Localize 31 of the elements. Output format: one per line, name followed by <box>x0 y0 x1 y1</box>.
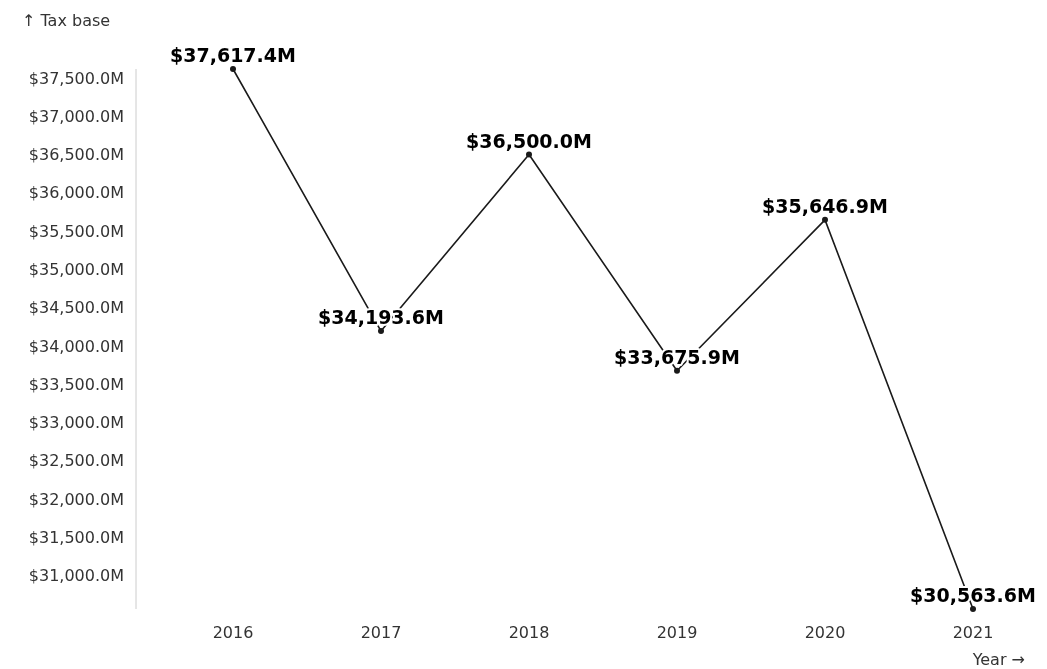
data-label: $36,500.0M <box>466 129 592 152</box>
y-tick-label: $33,500.0M <box>28 374 124 394</box>
point <box>378 328 384 335</box>
y-tick-label: $32,500.0M <box>28 451 124 471</box>
y-tick-label: $36,000.0M <box>28 183 124 203</box>
y-tick-label: $31,000.0M <box>28 566 124 586</box>
x-tick-label: 2021 <box>952 623 994 642</box>
y-tick-label: $35,500.0M <box>28 221 124 241</box>
y-tick-label: $34,000.0M <box>28 336 124 356</box>
x-tick-label: 2017 <box>360 623 402 642</box>
x-tick-label: 2018 <box>508 623 550 642</box>
point <box>822 216 828 223</box>
y-axis-title: ↑ Tax base <box>22 11 111 30</box>
y-tick-label: $34,500.0M <box>28 298 124 318</box>
point <box>674 367 680 374</box>
point <box>526 151 532 158</box>
x-tick-label: 2019 <box>656 623 698 642</box>
point <box>230 66 236 72</box>
y-tick-label: $37,000.0M <box>28 106 124 126</box>
y-tick-label: $32,000.0M <box>28 489 124 509</box>
y-tick-label: $33,000.0M <box>28 413 124 433</box>
x-axis-title: Year → <box>971 650 1025 669</box>
x-tick-label: 2016 <box>212 623 254 642</box>
y-tick-label: $36,500.0M <box>28 145 124 165</box>
y-tick-label: $35,000.0M <box>28 259 124 279</box>
point <box>970 606 976 612</box>
data-label: $37,617.4M <box>170 44 296 66</box>
data-label: $35,646.9M <box>762 194 888 217</box>
y-tick-label: $37,500.0M <box>28 68 124 88</box>
x-tick-label: 2020 <box>804 623 846 642</box>
y-tick-label: $31,500.0M <box>28 527 124 547</box>
